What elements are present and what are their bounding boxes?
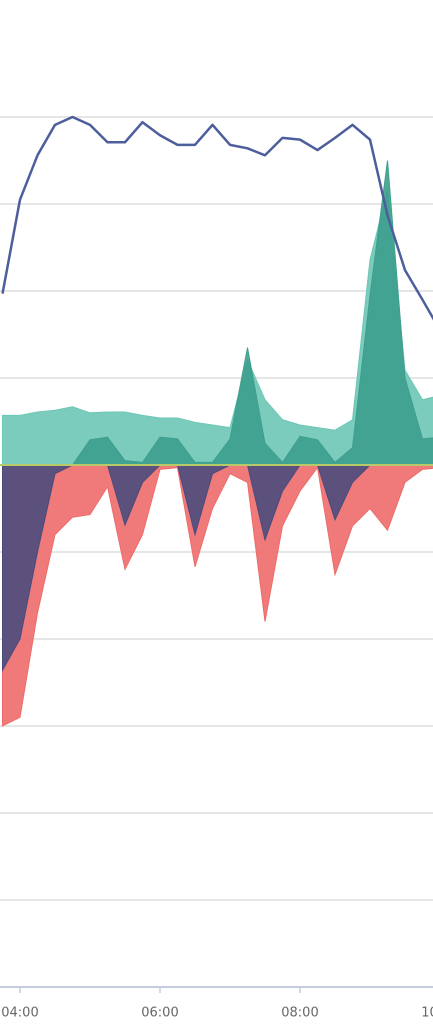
x-tick-label: 10:00 xyxy=(421,1006,433,1021)
line xyxy=(1,115,433,321)
area xyxy=(1,464,433,727)
x-tick-label: 04:00 xyxy=(1,1006,38,1021)
x-tick-label: 08:00 xyxy=(281,1006,318,1021)
area xyxy=(2,160,433,466)
x-tick-label: 06:00 xyxy=(141,1006,178,1021)
